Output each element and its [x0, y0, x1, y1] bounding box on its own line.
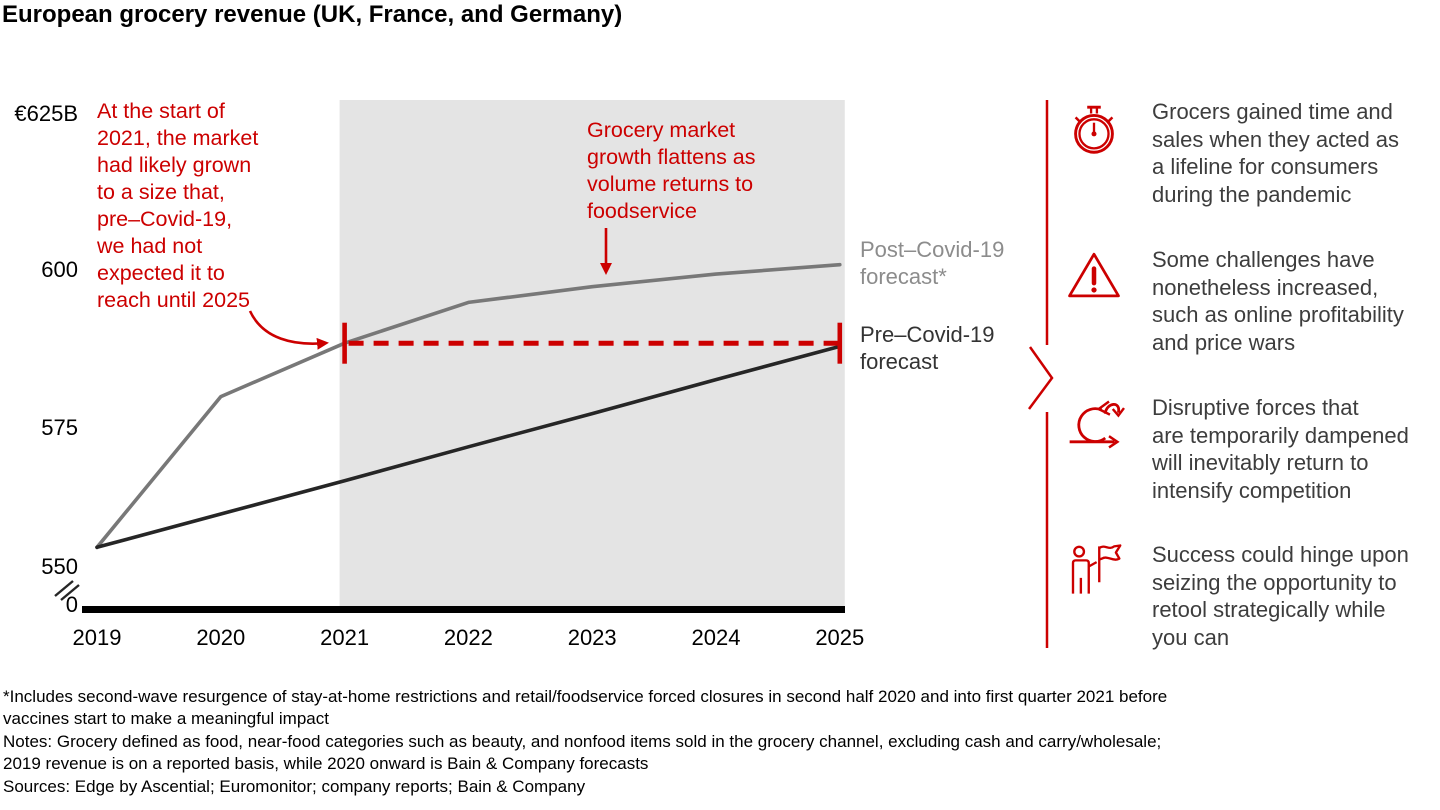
- takeaway-item-disruption: Disruptive forces that are temporarily d…: [1062, 394, 1440, 504]
- y-tick-0: 0: [65, 592, 78, 617]
- curved-annotation-arrow: [248, 310, 329, 350]
- annotation-growth-flattens: Grocery market growth flattens as volume…: [587, 118, 756, 223]
- footnote-sources: Sources: Edge by Ascential; Euromonitor;…: [3, 776, 586, 796]
- x-tick-2019: 2019: [72, 625, 122, 650]
- legend-post-covid: Post–Covid-19 forecast*: [860, 237, 1005, 289]
- red-divider: [1027, 100, 1054, 648]
- chevron-right-icon: [1027, 346, 1054, 410]
- x-tick-2023: 2023: [567, 625, 617, 650]
- y-tick-575: 575: [41, 415, 78, 440]
- x-axis-line: [82, 606, 845, 613]
- warning-triangle-icon: [1062, 246, 1126, 304]
- annotation-market-size: At the start of 2021, the market had lik…: [97, 99, 259, 312]
- y-tick-550: 550: [41, 554, 78, 579]
- y-tick-625: €625B: [14, 101, 78, 126]
- pre-covid-line: [95, 344, 842, 550]
- takeaway-text: Grocers gained time and sales when they …: [1152, 99, 1400, 207]
- footnotes: *Includes second-wave resurgence of stay…: [3, 686, 1440, 798]
- x-tick-2022: 2022: [443, 625, 493, 650]
- takeaway-text: Success could hinge upon seizing the opp…: [1152, 542, 1409, 650]
- takeaway-item-retool: Success could hinge upon seizing the opp…: [1062, 541, 1440, 651]
- disruption-loop-icon: [1062, 394, 1126, 454]
- footnote-notes: Notes: Grocery defined as food, near-foo…: [3, 731, 1162, 774]
- takeaway-text: Disruptive forces that are temporarily d…: [1152, 395, 1409, 503]
- dashed-tick-right: [837, 322, 843, 364]
- dashed-tick-left: [342, 322, 347, 364]
- footnote-star: *Includes second-wave resurgence of stay…: [3, 687, 1168, 729]
- x-tick-2025: 2025: [815, 625, 865, 650]
- x-tick-2024: 2024: [691, 625, 741, 650]
- takeaway-text: Some challenges have nonetheless increas…: [1152, 247, 1404, 355]
- legend-pre-covid: Pre–Covid-19 forecast: [860, 322, 995, 374]
- person-flag-icon: [1062, 541, 1126, 599]
- x-tick-2020: 2020: [196, 625, 246, 650]
- takeaway-item-lifeline: Grocers gained time and sales when they …: [1062, 98, 1440, 208]
- page-title: European grocery revenue (UK, France, an…: [2, 1, 623, 28]
- x-tick-2021: 2021: [320, 625, 370, 650]
- stopwatch-icon: [1062, 98, 1126, 160]
- takeaway-item-challenges: Some challenges have nonetheless increas…: [1062, 246, 1440, 356]
- y-tick-600: 600: [41, 257, 78, 282]
